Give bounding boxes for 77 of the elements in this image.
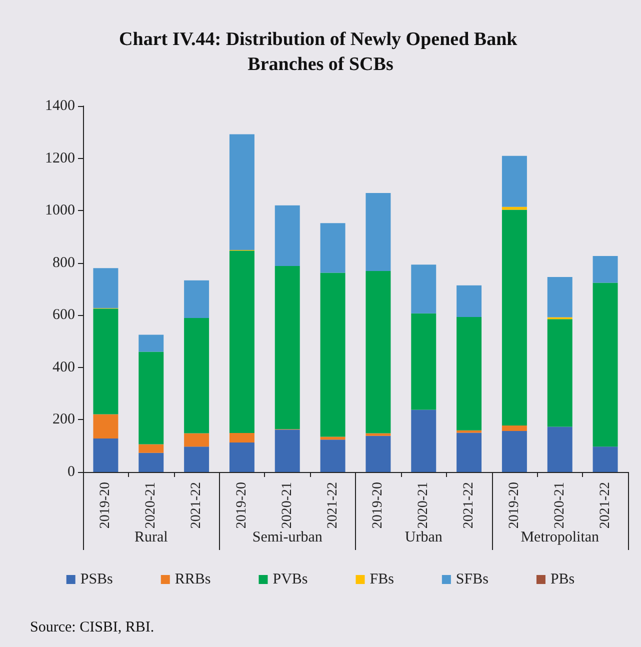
bar — [592, 282, 618, 447]
legend-label: PVBs — [272, 572, 308, 588]
bar — [366, 436, 391, 472]
x-tick-label: 2020-21 — [552, 482, 568, 529]
bar — [138, 452, 164, 472]
bar — [366, 193, 391, 271]
x-tick-label: 2019-20 — [98, 482, 114, 529]
legend-label: PSBs — [80, 572, 114, 588]
y-tick-label: 1000 — [45, 202, 75, 219]
bar — [229, 134, 254, 250]
bar — [229, 433, 254, 442]
legend-label: SFBs — [456, 572, 489, 588]
x-tick-label: 2021-22 — [462, 482, 477, 529]
bar — [502, 210, 527, 426]
y-tick-label: 1400 — [45, 98, 75, 114]
bar — [138, 334, 164, 352]
text: Metropolitan — [520, 530, 600, 546]
x-tick-label: 2020-21 — [416, 482, 432, 529]
bar — [320, 436, 346, 440]
bar — [184, 446, 210, 472]
bar — [592, 446, 618, 472]
x-tick-label: 2019-20 — [506, 482, 522, 529]
bar — [320, 223, 346, 273]
bar — [93, 308, 118, 414]
bar — [274, 430, 300, 472]
y-tick-label: 600 — [52, 307, 75, 324]
x-tick-label: 2019-20 — [234, 482, 250, 529]
chart-title: Chart IV.44: Distribution of Newly Opened Bank Branches of SCBs — [119, 29, 522, 75]
bar — [456, 285, 482, 317]
x-tick-label: 2019-20 — [370, 482, 386, 529]
bar — [229, 250, 254, 434]
bar — [274, 266, 300, 430]
bar — [456, 432, 482, 472]
bar — [93, 438, 118, 472]
bar — [411, 313, 436, 410]
x-tick-label: 2021-22 — [598, 482, 613, 529]
bar — [547, 426, 572, 472]
y-tick-label: 800 — [52, 254, 75, 271]
bar — [138, 444, 164, 453]
legend-label: FBs — [370, 572, 394, 588]
bar — [184, 280, 210, 318]
bar — [229, 442, 254, 472]
bar — [93, 414, 118, 439]
y-tick-label: 400 — [52, 359, 75, 376]
bar — [592, 256, 618, 283]
source-note: Source: CISBI, RBI. — [30, 620, 154, 636]
legend-label: PBs — [550, 572, 575, 588]
bar — [411, 410, 436, 472]
y-tick-label: 1200 — [45, 150, 75, 166]
bar — [502, 156, 527, 207]
bar — [456, 316, 482, 430]
text: Rural — [134, 530, 168, 546]
legend-label: RRBs — [174, 572, 211, 588]
y-tick-label: 200 — [52, 412, 75, 428]
bar — [366, 270, 391, 434]
bar — [547, 319, 572, 427]
x-tick-label: 2021-22 — [325, 482, 340, 529]
bar — [93, 268, 118, 308]
text: Urban — [404, 530, 443, 546]
bar — [456, 430, 482, 433]
bar — [320, 272, 346, 437]
bar — [411, 264, 436, 314]
bar — [138, 352, 164, 444]
bar — [502, 430, 527, 472]
bar — [547, 276, 572, 318]
bar — [502, 206, 527, 210]
bar — [320, 440, 346, 472]
bar — [184, 433, 210, 447]
bar — [184, 318, 210, 434]
text: Semi-urban — [252, 530, 323, 546]
bar — [502, 425, 527, 431]
x-tick-label: 2020-21 — [280, 482, 295, 529]
x-tick-label: 2021-22 — [189, 482, 204, 529]
bar — [274, 205, 300, 266]
x-tick-label: 2020-21 — [144, 482, 159, 529]
bar — [366, 433, 391, 436]
y-tick-label: 0 — [68, 464, 75, 480]
